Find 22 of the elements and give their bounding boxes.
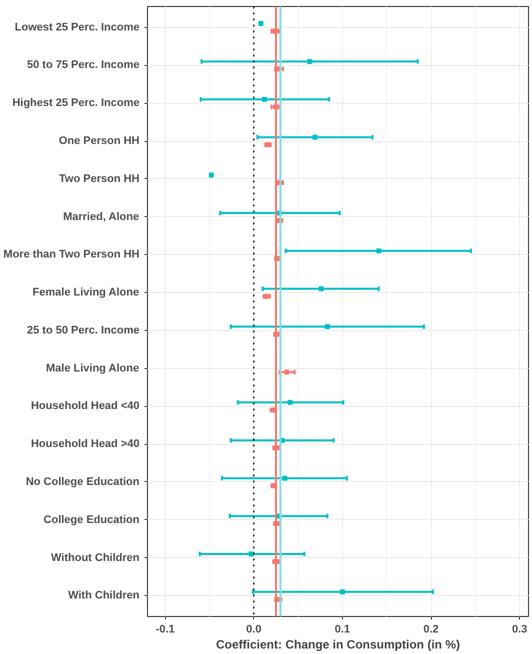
y-tick-label: 25 to 50 Perc. Income [27, 324, 140, 336]
x-tick-label: 0.0 [246, 624, 262, 636]
y-tick-label: With Children [68, 590, 140, 602]
y-tick-label: 50 to 75 Perc. Income [27, 59, 140, 72]
x-tick-label: 0.3 [512, 624, 528, 636]
y-tick-label: Household Head <40 [31, 400, 140, 412]
x-tick-label: -0.1 [156, 624, 175, 636]
y-tick-label: Female Living Alone [32, 286, 140, 299]
y-tick-label: Household Head >40 [31, 438, 140, 450]
y-tick-label: Male Living Alone [46, 362, 140, 374]
y-tick-label: One Person HH [58, 135, 140, 148]
y-tick-label: More than Two Person HH [3, 248, 140, 261]
y-tick-label: Two Person HH [59, 172, 140, 185]
y-tick-label: College Education [44, 514, 140, 526]
x-tick-label: 0.2 [423, 624, 439, 636]
y-tick-label: Highest 25 Perc. Income [12, 97, 140, 110]
y-tick-label: Lowest 25 Perc. Income [14, 21, 140, 34]
y-tick-label: Married, Alone [63, 210, 140, 223]
y-tick-label: No College Education [26, 476, 140, 488]
y-tick-label: Without Children [51, 552, 140, 564]
x-tick-label: 0.1 [334, 624, 350, 636]
x-axis-title: Coefficient: Change in Consumption (in %) [216, 638, 460, 652]
